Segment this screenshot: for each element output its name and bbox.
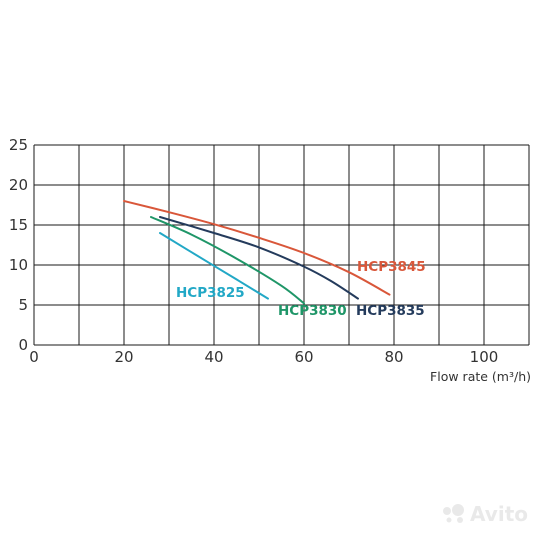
avito-dots-icon	[443, 504, 465, 523]
series-line-hcp3830	[150, 216, 305, 305]
x-tick-label: 0	[29, 348, 39, 366]
watermark-text: Avito	[470, 502, 528, 526]
series-lines	[123, 200, 391, 305]
watermark: Avito	[440, 502, 528, 526]
y-tick-label: 0	[18, 336, 28, 354]
series-label-hcp3830: HCP3830	[278, 303, 347, 319]
series-label-hcp3825: HCP3825	[176, 285, 245, 301]
series-line-hcp3825	[159, 232, 269, 300]
x-tick-label: 100	[470, 348, 499, 366]
series-labels: HCP3845 HCP3835 HCP3830 HCP3825	[176, 259, 426, 319]
x-tick-label: 80	[384, 348, 403, 366]
series-label-hcp3845: HCP3845	[357, 259, 426, 275]
y-tick-label: 15	[9, 216, 28, 234]
y-tick-label: 5	[18, 296, 28, 314]
grid	[33, 144, 530, 346]
x-axis-label: Flow rate (m³/h)	[430, 369, 531, 384]
y-tick-label: 10	[9, 256, 28, 274]
x-tick-label: 20	[114, 348, 133, 366]
series-line-hcp3835	[159, 216, 359, 300]
x-tick-label: 60	[294, 348, 313, 366]
x-tick-label: 40	[204, 348, 223, 366]
tick-labels: 0 5 10 15 20 25 0 20 40 60 80 100	[9, 136, 498, 366]
y-tick-label: 25	[9, 136, 28, 154]
y-tick-label: 20	[9, 176, 28, 194]
series-label-hcp3835: HCP3835	[356, 303, 425, 319]
series-line-hcp3845	[123, 200, 391, 296]
